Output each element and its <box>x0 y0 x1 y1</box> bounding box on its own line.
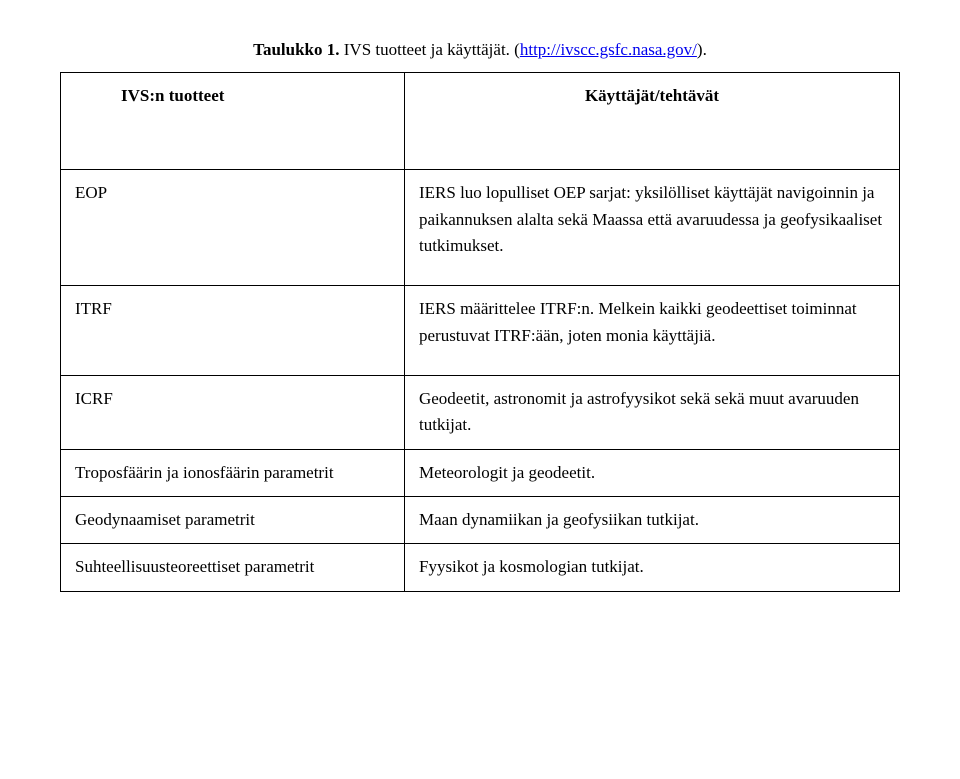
table-row: Suhteellisuusteoreettiset parametrit Fyy… <box>61 544 900 591</box>
cell-users: Fyysikot ja kosmologian tutkijat. <box>404 544 899 591</box>
header-products: IVS:n tuotteet <box>61 73 405 170</box>
cell-product: Troposfäärin ja ionosfäärin parametrit <box>61 449 405 496</box>
caption-label: Taulukko 1. <box>253 40 339 59</box>
table-row: ICRF Geodeetit, astronomit ja astrofyysi… <box>61 376 900 450</box>
cell-users: Meteorologit ja geodeetit. <box>404 449 899 496</box>
products-table: IVS:n tuotteet Käyttäjät/tehtävät EOP IE… <box>60 72 900 592</box>
cell-product: Geodynaamiset parametrit <box>61 497 405 544</box>
cell-users: IERS määrittelee ITRF:n. Melkein kaikki … <box>404 286 899 376</box>
cell-product: EOP <box>61 170 405 286</box>
cell-users: IERS luo lopulliset OEP sarjat: yksilöll… <box>404 170 899 286</box>
caption-link[interactable]: http://ivscc.gsfc.nasa.gov/ <box>520 40 697 59</box>
table-header-row: IVS:n tuotteet Käyttäjät/tehtävät <box>61 73 900 170</box>
cell-product: ICRF <box>61 376 405 450</box>
cell-product: Suhteellisuusteoreettiset parametrit <box>61 544 405 591</box>
cell-users: Geodeetit, astronomit ja astrofyysikot s… <box>404 376 899 450</box>
cell-product: ITRF <box>61 286 405 376</box>
table-row: ITRF IERS määrittelee ITRF:n. Melkein ka… <box>61 286 900 376</box>
table-caption: Taulukko 1. IVS tuotteet ja käyttäjät. (… <box>60 40 900 60</box>
table-row: EOP IERS luo lopulliset OEP sarjat: yksi… <box>61 170 900 286</box>
cell-users: Maan dynamiikan ja geofysiikan tutkijat. <box>404 497 899 544</box>
table-row: Geodynaamiset parametrit Maan dynamiikan… <box>61 497 900 544</box>
caption-after: ). <box>697 40 707 59</box>
header-users: Käyttäjät/tehtävät <box>404 73 899 170</box>
caption-text: IVS tuotteet ja käyttäjät. ( <box>340 40 520 59</box>
table-row: Troposfäärin ja ionosfäärin parametrit M… <box>61 449 900 496</box>
